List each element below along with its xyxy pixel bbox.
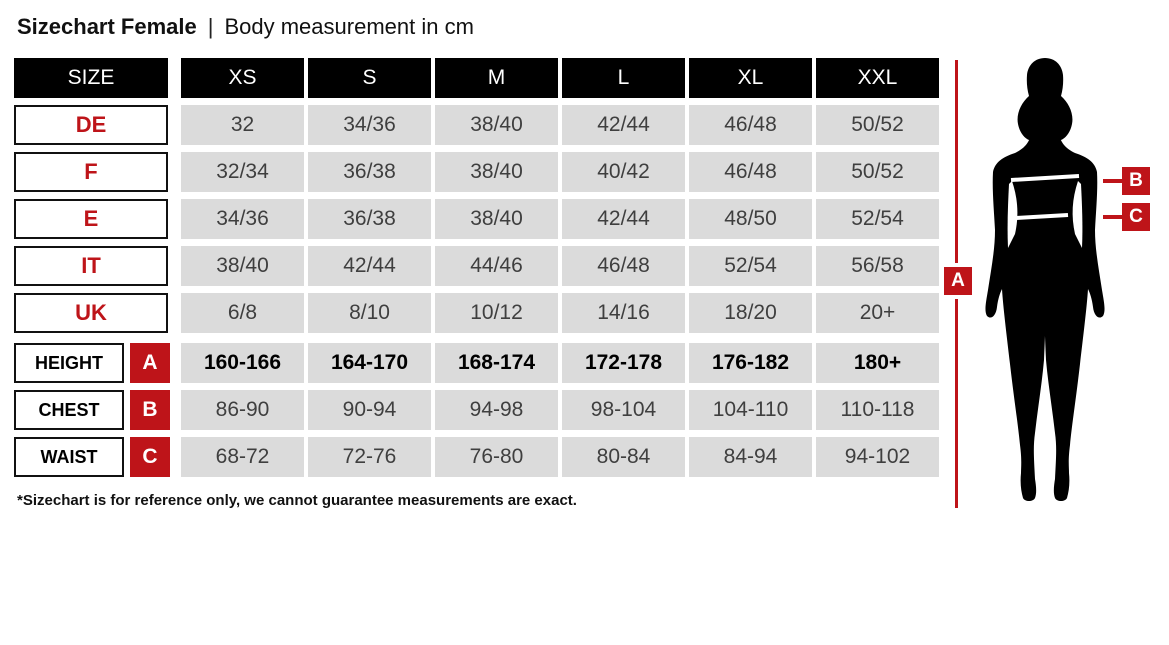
chest-marker-badge: B: [1122, 167, 1150, 195]
size-cell: 34/36: [181, 199, 304, 239]
title-separator: |: [207, 14, 214, 39]
measure-cell: 80-84: [562, 437, 685, 477]
header-cell: XXL: [816, 58, 939, 98]
measure-cell: 86-90: [181, 390, 304, 430]
measure-cell: 90-94: [308, 390, 431, 430]
table-header-row: SIZE XS S M L XL XXL: [14, 58, 943, 98]
height-marker-badge: A: [944, 267, 972, 295]
measure-cell: 68-72: [181, 437, 304, 477]
size-cell: 46/48: [689, 152, 812, 192]
size-cell: 52/54: [689, 246, 812, 286]
size-cell: 42/44: [308, 246, 431, 286]
header-cell: L: [562, 58, 685, 98]
size-cell: 32/34: [181, 152, 304, 192]
measure-cell: 76-80: [435, 437, 558, 477]
table-row: F 32/34 36/38 38/40 40/42 46/48 50/52: [14, 152, 943, 192]
measure-cell: 94-102: [816, 437, 939, 477]
title-subtitle: Body measurement in cm: [224, 14, 474, 39]
size-cell: 36/38: [308, 152, 431, 192]
measure-label-waist: WAIST: [14, 437, 124, 477]
size-cell: 50/52: [816, 105, 939, 145]
row-label-it: IT: [14, 246, 168, 286]
female-silhouette: [985, 58, 1105, 501]
chest-marker-line: [1103, 179, 1122, 183]
size-cell: 44/46: [435, 246, 558, 286]
measure-cell: 84-94: [689, 437, 812, 477]
waist-measure-line: [1015, 213, 1069, 220]
row-label-f: F: [14, 152, 168, 192]
size-cell: 38/40: [435, 105, 558, 145]
measure-cell: 164-170: [308, 343, 431, 383]
size-cell: 52/54: [816, 199, 939, 239]
size-cell: 50/52: [816, 152, 939, 192]
size-cell: 32: [181, 105, 304, 145]
header-cell: XS: [181, 58, 304, 98]
row-label-e: E: [14, 199, 168, 239]
measure-cell: 180+: [816, 343, 939, 383]
title-main: Sizechart Female: [17, 14, 197, 39]
size-cell: 14/16: [562, 293, 685, 333]
table-row: CHEST B 86-90 90-94 94-98 98-104 104-110 110-11…: [14, 390, 943, 430]
header-cell: XL: [689, 58, 812, 98]
table-row: E 34/36 36/38 38/40 42/44 48/50 52/54: [14, 199, 943, 239]
size-cell: 20+: [816, 293, 939, 333]
table-row: DE 32 34/36 38/40 42/44 46/48 50/52: [14, 105, 943, 145]
size-cell: 38/40: [181, 246, 304, 286]
size-cell: 42/44: [562, 105, 685, 145]
table-row: HEIGHT A 160-166 164-170 168-174 172-178 176-1…: [14, 343, 943, 383]
measure-cell: 98-104: [562, 390, 685, 430]
measure-badge-c: C: [130, 437, 170, 477]
measure-badge-a: A: [130, 343, 170, 383]
waist-marker-badge: C: [1122, 203, 1150, 231]
footnote: *Sizechart is for reference only, we can…: [17, 492, 577, 509]
measure-cell: 72-76: [308, 437, 431, 477]
measure-cell: 172-178: [562, 343, 685, 383]
table-row: UK 6/8 8/10 10/12 14/16 18/20 20+: [14, 293, 943, 333]
measure-cell: 94-98: [435, 390, 558, 430]
header-cell: M: [435, 58, 558, 98]
size-cell: 48/50: [689, 199, 812, 239]
page-title: Sizechart Female | Body measurement in cm: [17, 14, 474, 40]
size-table: SIZE XS S M L XL XXL DE 32 34/36 38/40 42/44 46/48 50…: [14, 58, 943, 484]
measure-cell: 160-166: [181, 343, 304, 383]
size-cell: 38/40: [435, 152, 558, 192]
waist-marker-line: [1103, 215, 1122, 219]
measure-cell: 168-174: [435, 343, 558, 383]
size-cell: 46/48: [562, 246, 685, 286]
size-cell: 10/12: [435, 293, 558, 333]
arm-gap-right: [1072, 181, 1083, 248]
table-row: WAIST C 68-72 72-76 76-80 80-84 84-94 94-102: [14, 437, 943, 477]
size-cell: 6/8: [181, 293, 304, 333]
size-cell: 18/20: [689, 293, 812, 333]
size-cell: 8/10: [308, 293, 431, 333]
arm-gap-left: [1007, 181, 1018, 248]
size-cell: 46/48: [689, 105, 812, 145]
header-cell: S: [308, 58, 431, 98]
row-label-uk: UK: [14, 293, 168, 333]
size-cell: 36/38: [308, 199, 431, 239]
measure-cell: 176-182: [689, 343, 812, 383]
silhouette-body-path: [985, 58, 1105, 501]
table-row: IT 38/40 42/44 44/46 46/48 52/54 56/58: [14, 246, 943, 286]
measure-label-chest: CHEST: [14, 390, 124, 430]
size-cell: 40/42: [562, 152, 685, 192]
measure-badge-b: B: [130, 390, 170, 430]
size-cell: 34/36: [308, 105, 431, 145]
measure-cell: 104-110: [689, 390, 812, 430]
chest-measure-line: [1010, 174, 1080, 182]
header-cell: SIZE: [14, 58, 168, 98]
measure-label-height: HEIGHT: [14, 343, 124, 383]
size-cell: 56/58: [816, 246, 939, 286]
size-cell: 38/40: [435, 199, 558, 239]
row-label-de: DE: [14, 105, 168, 145]
size-cell: 42/44: [562, 199, 685, 239]
measure-cell: 110-118: [816, 390, 939, 430]
